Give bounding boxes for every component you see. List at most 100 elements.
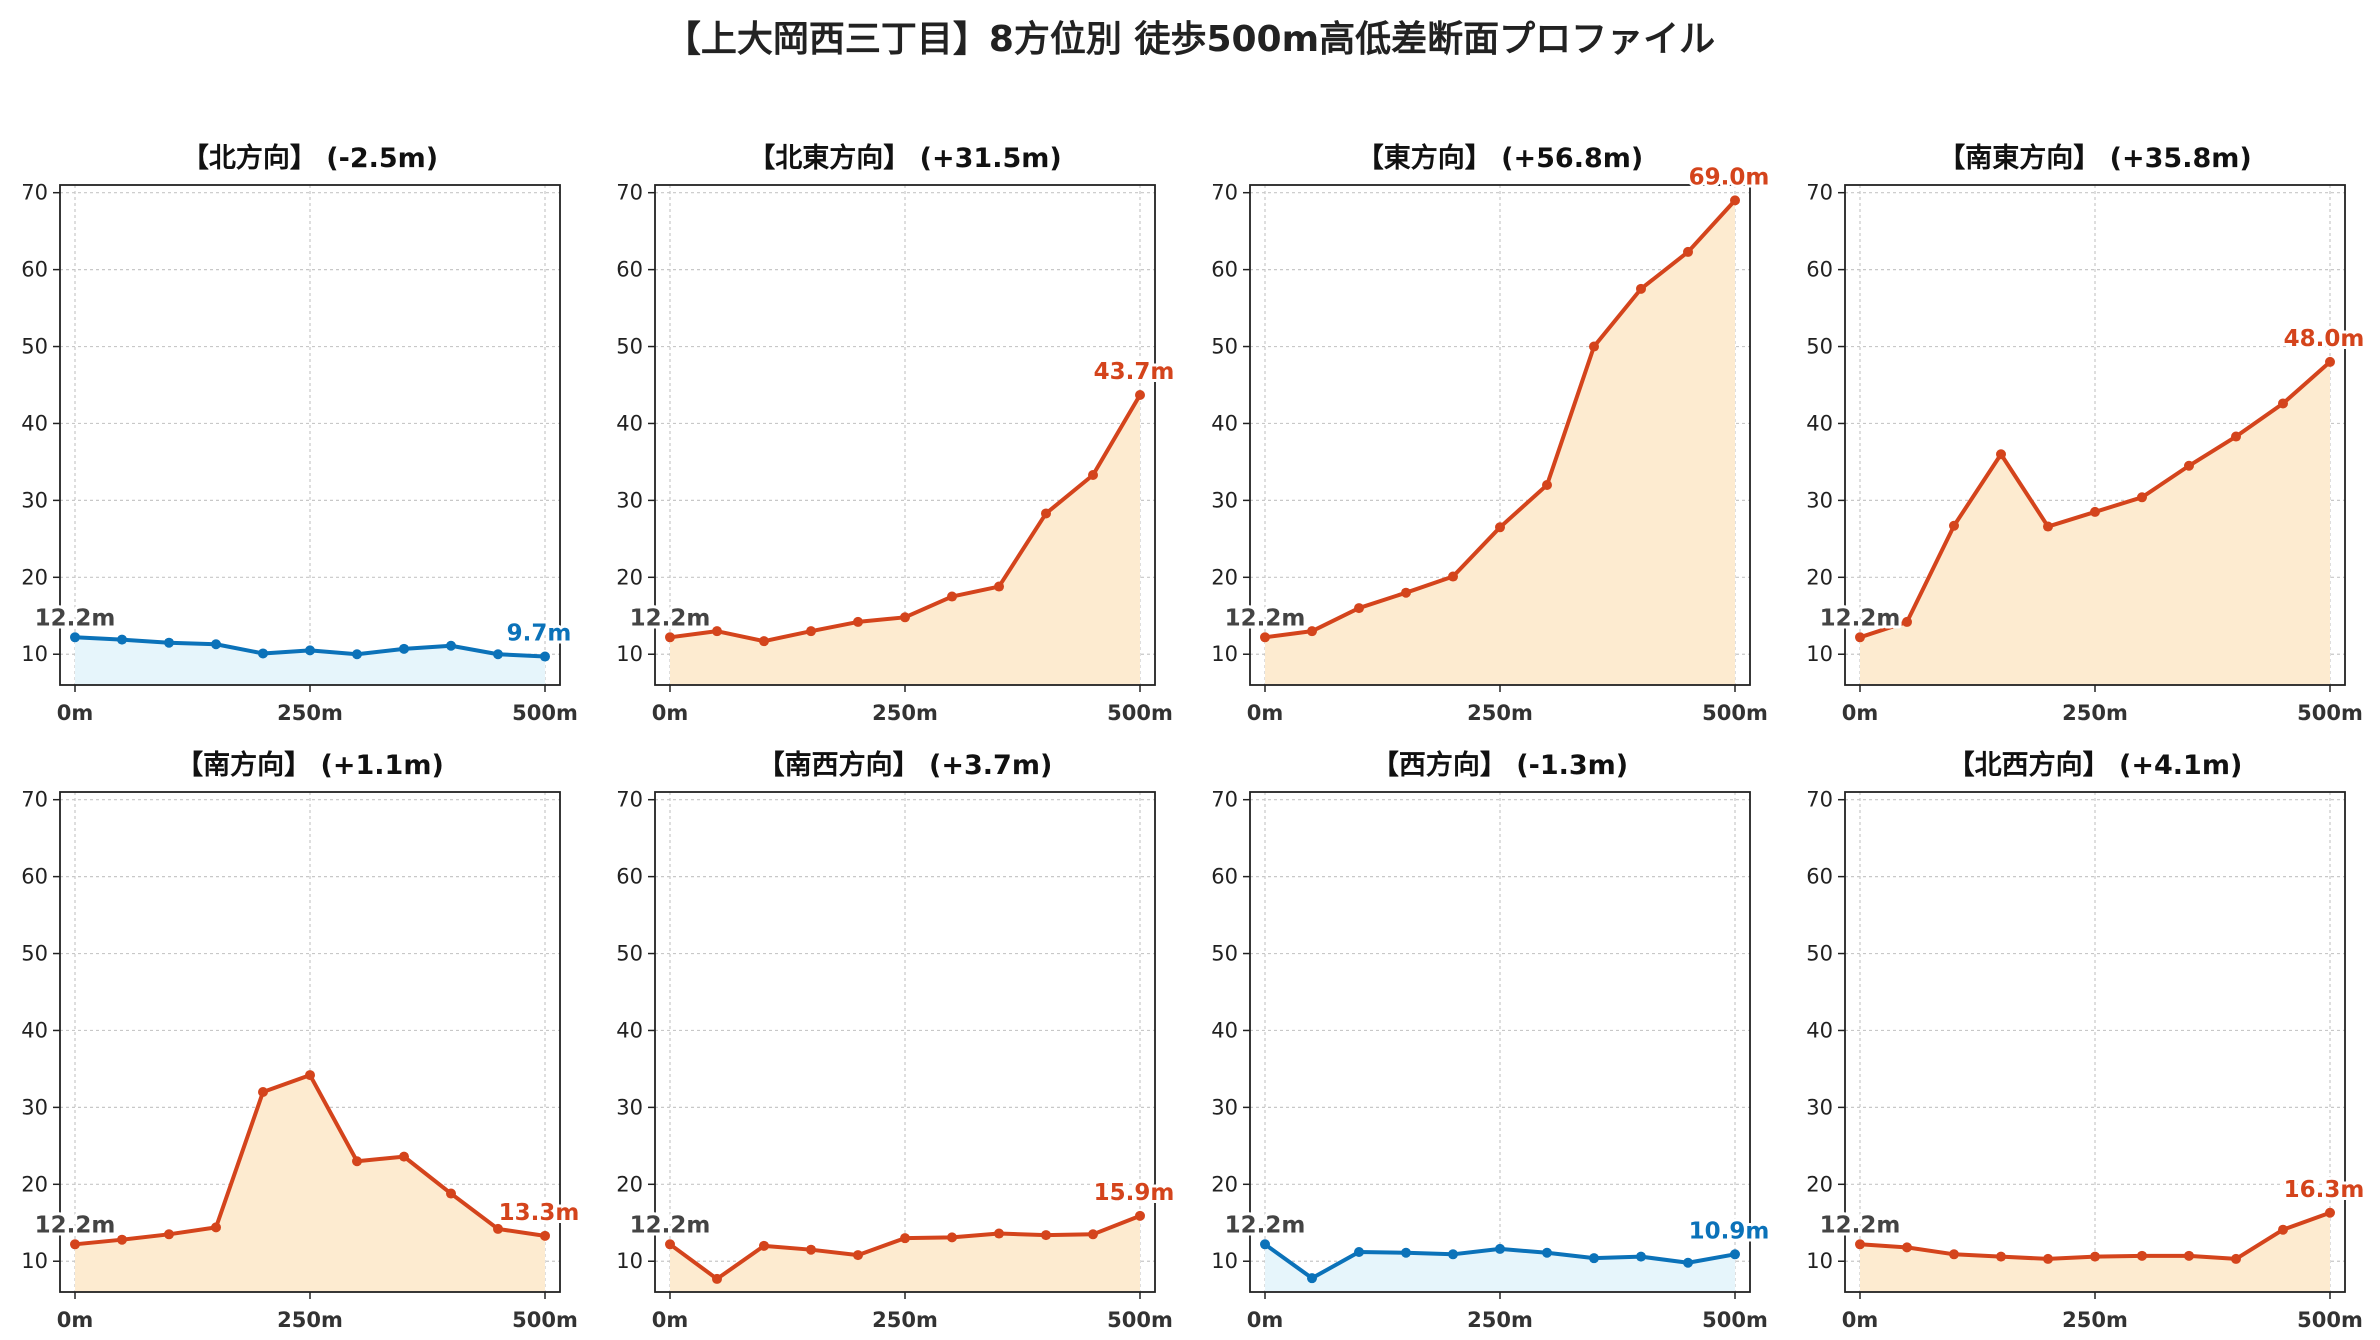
chart-title: 【南東方向】 (+35.8m) — [1938, 142, 2251, 174]
y-tick-label: 20 — [21, 1172, 48, 1196]
data-point — [1354, 1247, 1364, 1257]
data-point — [1307, 626, 1317, 637]
data-point — [1495, 1243, 1505, 1254]
y-tick-label: 10 — [1806, 1249, 1833, 1273]
data-point — [1949, 1249, 1959, 1260]
data-point — [1495, 522, 1505, 533]
data-point — [759, 1240, 769, 1251]
data-point — [665, 1239, 675, 1250]
chart-panel: 【西方向】 (-1.3m) 10 20 30 40 50 60 70 0m 250m 500m 12.… — [1211, 749, 1772, 1332]
data-point — [1088, 1229, 1098, 1240]
data-point — [1636, 283, 1646, 294]
chart-title: 【東方向】 (+56.8m) — [1357, 142, 1643, 174]
data-point — [806, 626, 816, 637]
chart-panel: 【北西方向】 (+4.1m) 10 20 30 40 50 60 70 0m 250m 500m 12… — [1806, 749, 2367, 1332]
data-point — [2184, 1250, 2194, 1261]
start-value-label: 12.2m — [1820, 605, 1901, 631]
data-point — [1088, 470, 1098, 480]
y-tick-label: 70 — [21, 181, 48, 205]
x-tick-label: 250m — [277, 1308, 343, 1332]
y-tick-label: 60 — [616, 865, 643, 889]
x-tick-label: 250m — [872, 1308, 938, 1332]
data-point — [1542, 480, 1552, 490]
data-point — [1996, 449, 2006, 460]
y-tick-label: 40 — [21, 411, 48, 435]
x-tick-label: 0m — [57, 1308, 94, 1332]
plot-frame — [1844, 184, 2346, 686]
chart-panel: 【南西方向】 (+3.7m) 10 20 30 40 50 60 70 0m 250m 500m 12… — [616, 749, 1177, 1332]
data-point — [258, 1087, 268, 1097]
data-point — [947, 591, 957, 602]
y-tick-label: 40 — [616, 411, 643, 435]
y-tick-label: 40 — [21, 1018, 48, 1042]
y-tick-label: 70 — [1211, 788, 1238, 812]
y-tick-label: 20 — [616, 1172, 643, 1196]
y-tick-label: 50 — [1806, 335, 1833, 359]
y-tick-label: 40 — [1806, 1018, 1833, 1042]
y-tick-label: 50 — [1211, 335, 1238, 359]
data-point — [1902, 616, 1912, 627]
data-point — [1401, 1247, 1411, 1258]
end-value-label: 10.9m — [1689, 1218, 1770, 1244]
data-point — [1542, 1247, 1552, 1258]
area-fill — [1265, 1244, 1735, 1292]
chart-title: 【西方向】 (-1.3m) — [1372, 749, 1628, 781]
y-tick-label: 50 — [1806, 942, 1833, 966]
data-point — [2043, 521, 2053, 532]
start-value-label: 12.2m — [35, 605, 116, 631]
x-tick-label: 250m — [277, 701, 343, 725]
y-tick-label: 70 — [616, 181, 643, 205]
end-value-label: 13.3m — [499, 1200, 580, 1226]
plot-frame — [1249, 791, 1751, 1293]
x-tick-label: 0m — [1247, 1308, 1284, 1332]
start-value-label: 12.2m — [1225, 605, 1306, 631]
x-tick-label: 0m — [652, 701, 689, 725]
plot-frame — [654, 184, 1156, 686]
y-tick-label: 50 — [21, 942, 48, 966]
end-value-label: 43.7m — [1094, 359, 1175, 385]
data-point — [1307, 1273, 1317, 1284]
data-point — [994, 1228, 1004, 1239]
y-tick-label: 30 — [21, 488, 48, 512]
area-fill — [75, 637, 545, 685]
data-point — [164, 1229, 174, 1240]
data-point — [305, 1070, 315, 1081]
x-tick-label: 500m — [1702, 701, 1768, 725]
data-point — [2231, 431, 2241, 442]
end-value-label: 69.0m — [1689, 164, 1770, 190]
x-tick-label: 500m — [2297, 1308, 2363, 1332]
data-point — [2278, 1224, 2288, 1235]
data-point — [540, 651, 550, 662]
y-tick-label: 10 — [21, 1249, 48, 1273]
x-tick-label: 0m — [1842, 701, 1879, 725]
chart-panel: 【南東方向】 (+35.8m) 10 20 30 40 50 60 70 0m 250m 500m 1… — [1806, 142, 2367, 725]
y-tick-label: 70 — [1806, 788, 1833, 812]
data-point — [70, 1239, 80, 1250]
data-point — [712, 626, 722, 637]
y-tick-label: 40 — [1806, 411, 1833, 435]
end-value-label: 16.3m — [2284, 1177, 2365, 1203]
chart-panel: 【北方向】 (-2.5m) 10 20 30 40 50 60 70 0m 250m 500m 12.… — [21, 142, 578, 725]
data-point — [1041, 508, 1051, 519]
y-tick-label: 30 — [1211, 1095, 1238, 1119]
chart-title: 【北方向】 (-2.5m) — [182, 142, 438, 174]
y-tick-label: 30 — [21, 1095, 48, 1119]
data-point — [1135, 390, 1145, 400]
y-tick-label: 10 — [1211, 1249, 1238, 1273]
data-point — [1135, 1210, 1145, 1221]
y-tick-label: 60 — [1211, 258, 1238, 282]
data-point — [2231, 1253, 2241, 1264]
y-tick-label: 70 — [616, 788, 643, 812]
end-value-label: 15.9m — [1094, 1180, 1175, 1206]
y-tick-label: 10 — [1211, 642, 1238, 666]
data-point — [1448, 1249, 1458, 1260]
data-point — [1589, 1253, 1599, 1264]
x-tick-label: 0m — [57, 701, 94, 725]
x-tick-label: 500m — [1107, 1308, 1173, 1332]
area-fill — [670, 1215, 1140, 1292]
area-fill — [1860, 1212, 2330, 1292]
plot-frame — [59, 184, 561, 686]
y-tick-label: 50 — [21, 335, 48, 359]
y-tick-label: 50 — [616, 335, 643, 359]
x-tick-label: 500m — [512, 1308, 578, 1332]
